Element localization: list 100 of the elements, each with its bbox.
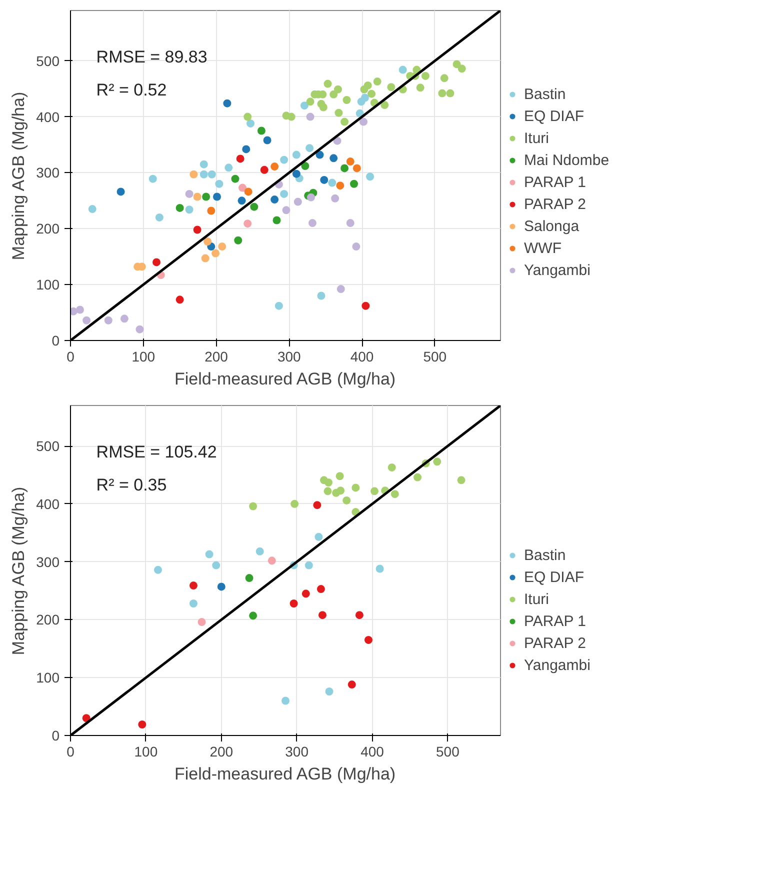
point xyxy=(364,636,372,644)
point xyxy=(282,696,290,705)
legend-label: Yangambi xyxy=(524,262,590,278)
y-tick-label: 500 xyxy=(36,52,60,69)
point xyxy=(138,720,146,728)
point xyxy=(302,590,310,598)
point xyxy=(217,582,226,591)
legend-label: Bastin xyxy=(524,86,566,102)
point xyxy=(212,192,221,201)
point xyxy=(433,458,442,466)
point xyxy=(307,193,316,202)
point xyxy=(352,484,360,492)
legend-label: EQ DIAF xyxy=(524,108,584,124)
x-tick-label: 500 xyxy=(423,348,447,364)
point xyxy=(287,112,296,121)
point xyxy=(421,72,430,80)
point xyxy=(368,90,376,98)
point xyxy=(414,473,422,482)
point xyxy=(249,502,258,510)
point xyxy=(350,180,358,188)
point xyxy=(256,547,264,556)
point xyxy=(154,566,162,574)
point xyxy=(185,190,194,198)
x-tick-label: 500 xyxy=(436,744,460,760)
point xyxy=(198,618,206,626)
point xyxy=(355,611,364,620)
point xyxy=(346,219,354,228)
legend-label: Ituri xyxy=(524,130,550,146)
point xyxy=(334,85,342,94)
y-tick-label: 0 xyxy=(52,728,60,744)
point xyxy=(336,486,345,495)
point xyxy=(272,216,281,224)
legend-label: Ituri xyxy=(524,590,550,608)
point xyxy=(148,174,157,183)
legend-label: PARAP 2 xyxy=(524,196,586,212)
y-tick-label: 400 xyxy=(36,496,60,512)
point xyxy=(292,170,300,178)
legend-label: WWF xyxy=(524,240,562,256)
point xyxy=(342,496,351,504)
point xyxy=(263,136,272,144)
point xyxy=(388,463,396,472)
point xyxy=(380,101,389,110)
x-tick-label: 0 xyxy=(66,744,75,760)
point xyxy=(364,81,372,90)
point xyxy=(306,144,314,152)
y-tick-label: 300 xyxy=(36,554,60,570)
point xyxy=(301,162,310,170)
point xyxy=(212,561,220,570)
point xyxy=(340,164,349,172)
point xyxy=(200,170,208,178)
point xyxy=(204,238,212,246)
point xyxy=(201,254,210,262)
point xyxy=(440,74,448,82)
point xyxy=(387,83,396,92)
point xyxy=(294,198,302,206)
point xyxy=(398,66,407,74)
x-axis-title: Field-measured AGB (Mg/ha) xyxy=(174,764,396,784)
point xyxy=(215,180,224,188)
point xyxy=(330,154,338,162)
point xyxy=(238,184,246,192)
x-tick-label: 300 xyxy=(277,348,302,364)
point xyxy=(318,611,326,620)
point xyxy=(274,302,283,310)
x-tick-label: 200 xyxy=(204,348,228,364)
point xyxy=(189,582,198,590)
point xyxy=(316,150,324,159)
point xyxy=(82,714,90,722)
x-axis-title: Field-measured AGB (Mg/ha) xyxy=(174,370,396,388)
point xyxy=(257,126,266,135)
point xyxy=(250,202,258,211)
point xyxy=(205,550,214,558)
point xyxy=(328,178,336,187)
y-tick-label: 100 xyxy=(36,670,60,686)
point xyxy=(360,94,369,102)
point xyxy=(458,64,466,73)
y-tick-label: 100 xyxy=(36,276,60,293)
point xyxy=(270,196,279,204)
point xyxy=(244,220,252,228)
legend-label: Yangambi xyxy=(524,656,590,674)
point xyxy=(176,204,184,212)
point xyxy=(207,206,216,215)
point xyxy=(224,164,233,172)
point xyxy=(193,192,202,201)
annotation: R² = 0.52 xyxy=(96,80,167,100)
point xyxy=(249,612,258,620)
y-tick-label: 500 xyxy=(36,438,60,454)
point xyxy=(190,170,198,178)
point xyxy=(236,154,244,163)
point xyxy=(152,258,160,266)
point xyxy=(352,242,360,251)
point xyxy=(176,296,184,304)
point xyxy=(366,172,374,181)
point xyxy=(313,501,322,510)
point xyxy=(370,487,379,496)
point xyxy=(193,226,202,234)
point xyxy=(452,60,461,68)
legend-label: PARAP 1 xyxy=(524,174,586,190)
y-tick-label: 400 xyxy=(36,108,60,125)
point xyxy=(242,145,250,154)
x-tick-label: 400 xyxy=(360,744,384,760)
